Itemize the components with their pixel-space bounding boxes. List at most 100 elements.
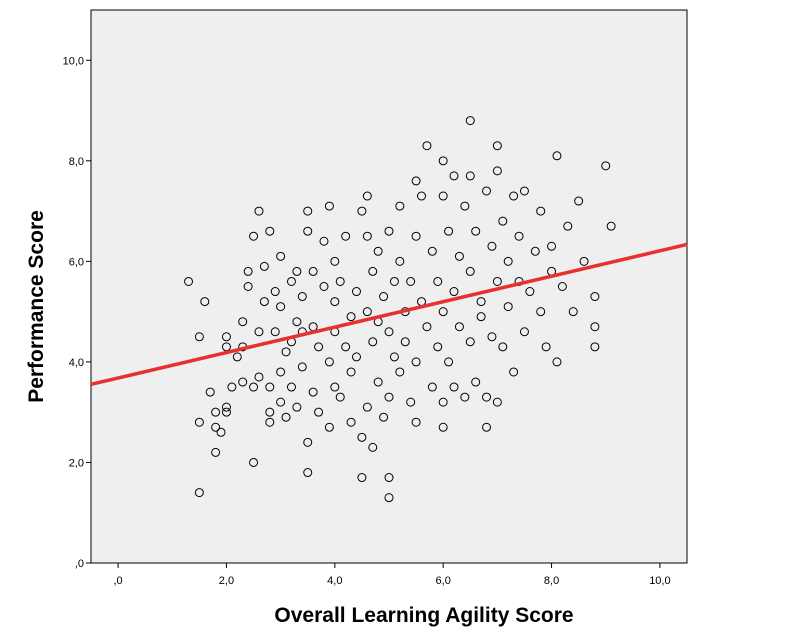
data-point xyxy=(351,287,361,297)
data-point xyxy=(200,297,210,307)
x-tick-label: ,0 xyxy=(113,575,122,587)
data-point xyxy=(498,342,508,352)
data-point xyxy=(308,266,318,276)
data-point xyxy=(319,236,329,246)
data-point xyxy=(276,397,286,407)
data-point xyxy=(303,206,313,216)
data-point xyxy=(427,382,437,392)
data-point xyxy=(221,407,231,417)
data-point xyxy=(563,221,573,231)
data-point xyxy=(373,246,383,256)
data-point xyxy=(482,392,492,402)
data-point xyxy=(221,402,231,412)
data-point xyxy=(438,307,448,317)
data-point xyxy=(265,226,275,236)
data-point xyxy=(335,276,345,286)
data-point xyxy=(265,417,275,427)
data-point xyxy=(514,231,524,241)
data-point xyxy=(346,312,356,322)
data-point xyxy=(438,156,448,166)
data-point xyxy=(509,191,519,201)
data-point xyxy=(238,317,248,327)
data-point xyxy=(476,312,486,322)
data-point xyxy=(557,282,567,291)
data-point xyxy=(303,226,313,236)
data-point xyxy=(552,357,562,367)
y-tick-label: 8,0 xyxy=(69,156,84,168)
data-point xyxy=(449,171,459,181)
data-point xyxy=(249,231,259,241)
data-point xyxy=(194,332,204,342)
data-point xyxy=(433,342,443,352)
data-point xyxy=(368,266,378,276)
data-point xyxy=(373,377,383,387)
data-point xyxy=(330,297,340,307)
data-point xyxy=(406,276,416,286)
data-point xyxy=(606,221,616,231)
data-point xyxy=(254,372,264,382)
data-point xyxy=(281,347,291,357)
data-point xyxy=(601,161,611,171)
data-point xyxy=(314,342,324,352)
data-point xyxy=(503,302,513,312)
data-point xyxy=(449,382,459,392)
data-point xyxy=(449,287,459,297)
data-point xyxy=(487,241,497,251)
plot-area xyxy=(90,9,688,564)
data-point xyxy=(357,432,367,442)
data-point xyxy=(471,226,481,236)
data-point xyxy=(471,377,481,387)
data-point xyxy=(205,387,215,397)
data-point xyxy=(351,352,361,362)
data-point xyxy=(286,382,296,392)
data-point xyxy=(519,186,529,196)
data-point xyxy=(357,206,367,216)
data-point xyxy=(314,407,324,417)
y-tick-label: 10,0 xyxy=(63,55,84,67)
data-point xyxy=(324,201,334,211)
data-point xyxy=(454,322,464,332)
data-point xyxy=(276,251,286,261)
data-point xyxy=(211,422,221,432)
data-point xyxy=(503,256,513,266)
regression-line xyxy=(90,242,688,387)
data-point xyxy=(211,407,221,417)
data-point xyxy=(270,287,280,297)
data-point xyxy=(438,422,448,432)
data-point xyxy=(384,226,394,236)
data-point xyxy=(357,473,367,483)
data-point xyxy=(243,266,253,276)
data-point xyxy=(492,276,502,286)
data-point xyxy=(297,292,307,302)
data-point xyxy=(498,216,508,226)
data-point xyxy=(389,352,399,362)
data-point xyxy=(254,206,264,216)
data-point xyxy=(238,377,248,387)
data-point xyxy=(465,116,475,126)
data-point xyxy=(411,417,421,427)
data-point xyxy=(492,166,502,176)
data-point xyxy=(341,342,351,352)
x-tick-label: 8,0 xyxy=(544,575,559,587)
data-point xyxy=(395,367,405,377)
data-point xyxy=(590,322,600,332)
data-point xyxy=(384,327,394,337)
data-point xyxy=(276,302,286,312)
data-point xyxy=(335,392,345,402)
data-point xyxy=(525,287,535,297)
data-point xyxy=(384,473,394,483)
x-tick-label: 6,0 xyxy=(436,575,451,587)
data-point xyxy=(194,488,204,498)
y-tick-label: 6,0 xyxy=(69,256,84,268)
x-axis-title: Overall Learning Agility Score xyxy=(274,604,573,627)
data-point xyxy=(362,402,372,412)
data-point xyxy=(444,357,454,367)
data-point xyxy=(297,362,307,372)
data-point xyxy=(460,201,470,211)
data-point xyxy=(324,422,334,432)
data-point xyxy=(427,246,437,256)
data-point xyxy=(292,402,302,412)
data-point xyxy=(509,367,519,377)
data-point xyxy=(346,367,356,377)
